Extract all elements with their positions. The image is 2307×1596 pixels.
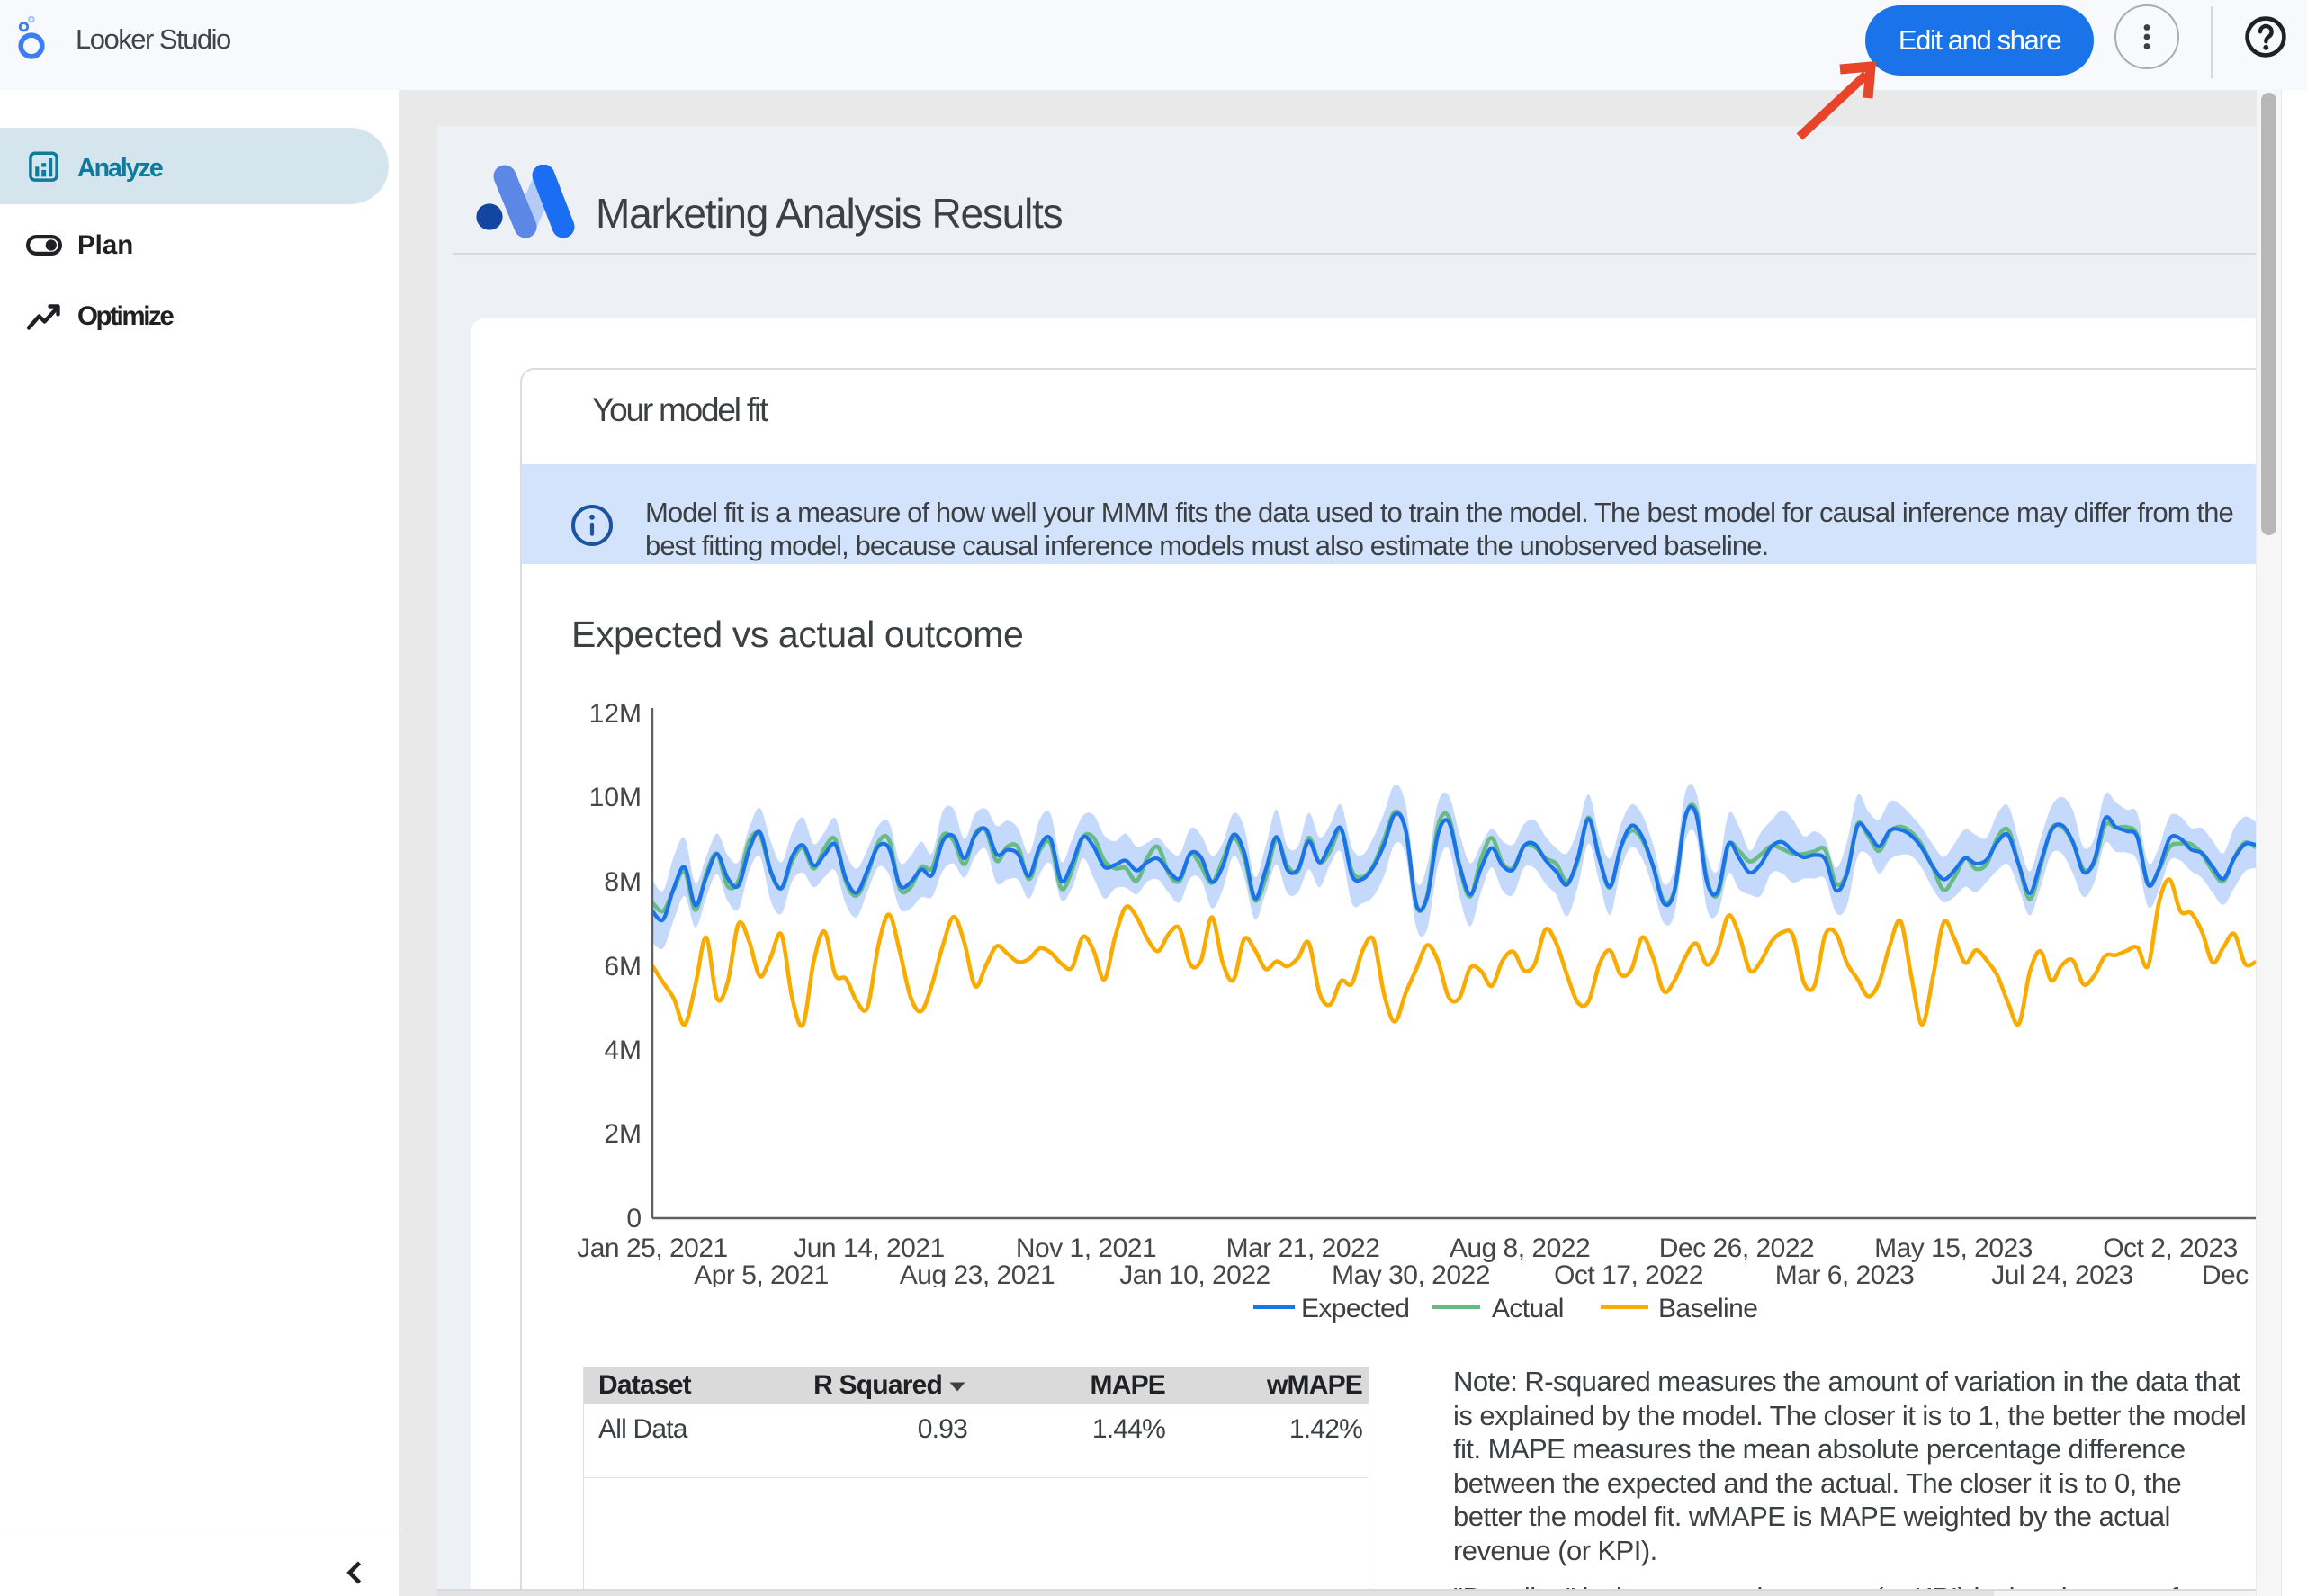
svg-text:Jan 25, 2021: Jan 25, 2021	[577, 1233, 727, 1263]
svg-text:Jul 24, 2023: Jul 24, 2023	[1991, 1260, 2132, 1287]
svg-text:Oct 2, 2023: Oct 2, 2023	[2103, 1233, 2238, 1263]
svg-text:6M: 6M	[604, 952, 642, 982]
svg-text:May 15, 2023: May 15, 2023	[1874, 1233, 2033, 1263]
svg-text:Mar 6, 2023: Mar 6, 2023	[1775, 1260, 1915, 1287]
svg-text:Jan 10, 2022: Jan 10, 2022	[1119, 1260, 1270, 1287]
svg-text:Dec 11, 2023: Dec 11, 2023	[2202, 1260, 2256, 1287]
svg-text:Aug 8, 2022: Aug 8, 2022	[1450, 1233, 1590, 1263]
svg-text:Oct 17, 2022: Oct 17, 2022	[1554, 1260, 1703, 1287]
svg-text:12M: 12M	[589, 699, 642, 729]
svg-text:2M: 2M	[604, 1119, 642, 1149]
svg-text:Aug 23, 2021: Aug 23, 2021	[900, 1260, 1055, 1287]
svg-text:4M: 4M	[604, 1036, 642, 1065]
svg-text:Nov 1, 2021: Nov 1, 2021	[1016, 1233, 1156, 1263]
svg-text:Jun 14, 2021: Jun 14, 2021	[794, 1233, 944, 1263]
svg-text:8M: 8M	[604, 867, 642, 897]
svg-text:Mar 21, 2022: Mar 21, 2022	[1226, 1233, 1380, 1263]
svg-text:10M: 10M	[589, 783, 642, 812]
svg-text:0: 0	[626, 1204, 642, 1233]
svg-text:Dec 26, 2022: Dec 26, 2022	[1659, 1233, 1814, 1263]
svg-text:May 30, 2022: May 30, 2022	[1332, 1260, 1490, 1287]
svg-text:Apr 5, 2021: Apr 5, 2021	[694, 1260, 829, 1287]
